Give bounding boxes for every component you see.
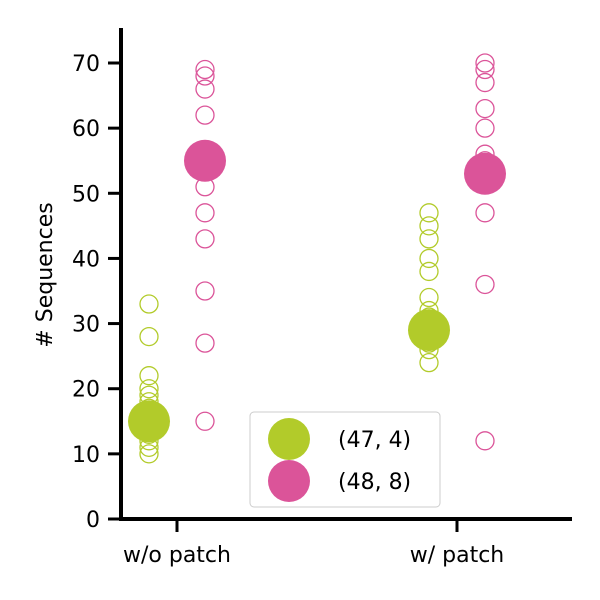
data-point [475,72,495,93]
data-point [475,431,495,451]
y-tick-label: 30 [72,313,100,338]
data-point [475,53,495,73]
legend-label-series-1: (47, 4) [338,428,411,453]
y-tick-label: 0 [86,508,100,533]
data-point [419,261,439,282]
legend-label-series-2: (48, 8) [338,470,411,495]
data-point [195,281,215,301]
data-point [419,248,439,269]
data-point [195,59,215,80]
y-tick-label: 60 [72,117,100,142]
data-point [419,287,439,308]
data-point [419,216,439,236]
highlight-point [128,400,170,443]
data-point [195,105,215,125]
data-point [419,353,439,373]
highlight-point [464,152,506,195]
points-layer [128,53,506,464]
axes-layer [119,28,572,521]
y-tick-label: 10 [72,443,100,468]
data-point [195,79,215,99]
legend-marker-series-1 [268,418,310,460]
x-tick-label: w/o patch [123,543,231,568]
y-tick-label: 50 [72,182,100,207]
data-point [419,203,439,223]
y-axis-label: # Sequences [33,202,58,347]
data-point [139,366,159,386]
y-tick-label: 70 [72,52,100,77]
y-tick-label: 40 [72,247,100,272]
y-tick-label: 20 [72,378,100,403]
data-point [195,411,215,431]
data-point [139,379,159,399]
highlight-point [184,139,226,182]
legend: (47, 4) (48, 8) [249,411,441,508]
x-tick-label: w/ patch [410,543,505,568]
data-point [195,66,215,86]
data-point [195,229,215,249]
highlight-point [408,309,450,352]
data-point [139,444,159,464]
data-point [475,203,495,223]
data-point [475,118,495,138]
data-point [139,326,159,347]
ticks-layer: 0 10 20 30 40 50 60 70 w/o patch w/ patch [72,52,504,568]
data-point [195,333,215,353]
legend-marker-series-2 [268,460,310,502]
data-point [475,274,495,295]
data-point [475,59,495,80]
data-point [195,203,215,223]
data-point [419,229,439,249]
data-point [139,294,159,314]
data-point [475,98,495,119]
